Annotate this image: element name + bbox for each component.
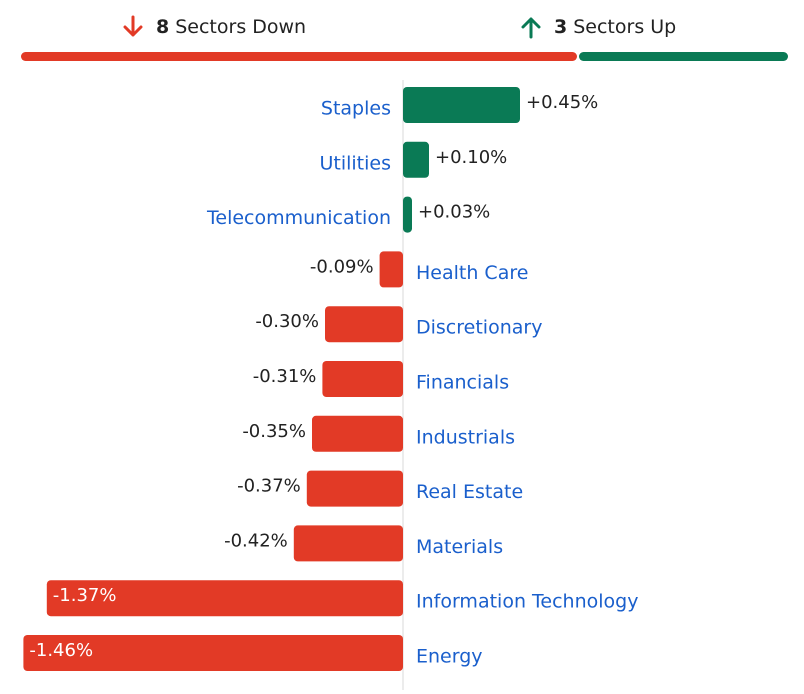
value-label: -0.31% bbox=[253, 366, 317, 387]
sector-label[interactable]: Utilities bbox=[319, 152, 391, 174]
value-label: -0.09% bbox=[310, 256, 374, 277]
sector-label[interactable]: Real Estate bbox=[416, 481, 523, 503]
value-label: +0.10% bbox=[435, 147, 507, 168]
bar-discretionary bbox=[325, 306, 403, 343]
value-label: +0.45% bbox=[526, 92, 598, 113]
value-label: -0.42% bbox=[224, 530, 288, 551]
arrow-up-icon bbox=[521, 17, 541, 39]
bar-information-technology bbox=[46, 580, 404, 617]
sector-label[interactable]: Telecommunication bbox=[206, 207, 391, 229]
sector-label[interactable]: Industrials bbox=[416, 426, 515, 448]
sectors-up-label: Sectors Up bbox=[573, 16, 677, 38]
bar-telecommunication bbox=[403, 196, 412, 233]
sectors-up-summary: 3 Sectors Up bbox=[520, 12, 676, 42]
sectors-up-count: 3 bbox=[554, 16, 568, 38]
value-label: +0.03% bbox=[418, 202, 490, 223]
value-label: -1.46% bbox=[29, 640, 93, 661]
bar-materials bbox=[293, 525, 403, 562]
sector-label[interactable]: Materials bbox=[416, 536, 503, 558]
breadth-bar-up bbox=[579, 52, 788, 61]
arrow-down-icon bbox=[123, 15, 143, 37]
sector-label[interactable]: Staples bbox=[321, 98, 391, 120]
sector-label[interactable]: Energy bbox=[416, 646, 483, 668]
sectors-down-summary: 8 Sectors Down bbox=[122, 12, 306, 42]
sectors-down-count: 8 bbox=[156, 16, 170, 38]
bar-real-estate bbox=[306, 470, 403, 507]
bar-staples bbox=[403, 87, 520, 123]
bar-utilities bbox=[403, 141, 429, 178]
sector-label[interactable]: Health Care bbox=[416, 262, 528, 284]
value-label: -0.37% bbox=[237, 476, 301, 497]
bar-health-care bbox=[379, 251, 403, 288]
value-label: -0.30% bbox=[255, 311, 319, 332]
bar-industrials bbox=[312, 415, 403, 452]
sector-label[interactable]: Financials bbox=[416, 372, 509, 394]
value-label: -1.37% bbox=[53, 585, 117, 606]
value-label: -0.35% bbox=[242, 421, 306, 442]
sector-label[interactable]: Information Technology bbox=[416, 591, 638, 613]
breadth-bar-down bbox=[21, 52, 577, 61]
bar-financials bbox=[322, 361, 403, 397]
bar-energy bbox=[23, 635, 404, 671]
sector-label[interactable]: Discretionary bbox=[416, 317, 542, 339]
sectors-down-label: Sectors Down bbox=[175, 16, 307, 38]
